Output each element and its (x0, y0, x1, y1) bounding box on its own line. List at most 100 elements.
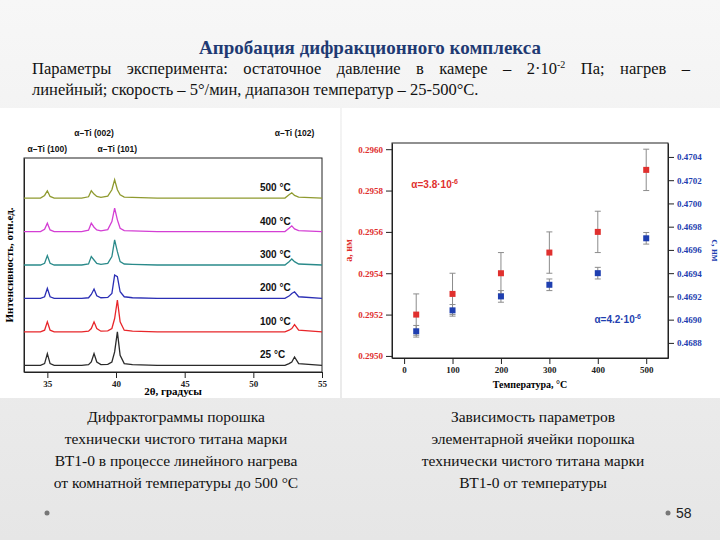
tick: 55 (318, 372, 328, 389)
tick: 0.2950 (358, 351, 392, 361)
tick: 0.4702 (668, 176, 702, 186)
error-bar-cap (595, 252, 601, 253)
data-point (595, 229, 601, 235)
tick-label: 0.4688 (677, 338, 702, 348)
tick-label: 0 (402, 365, 407, 375)
tick-mark (668, 343, 674, 344)
tick: 200 (495, 358, 509, 375)
tick-mark (386, 315, 392, 316)
tick: 0 (402, 358, 407, 375)
tick-label: 0.2958 (358, 186, 383, 196)
data-point (498, 293, 504, 299)
error-bar-cap (498, 302, 504, 303)
tick-label: 0.4690 (677, 315, 702, 325)
caption: элементарной ячейки порошка (431, 430, 634, 447)
annotation-text: α=4.2·10 (594, 314, 635, 325)
tick-label: 0.2956 (358, 227, 383, 237)
tick-mark (598, 358, 599, 364)
peak-label: α–Ti (102) (275, 128, 315, 138)
tick-mark (668, 320, 674, 321)
error-bar-cap (450, 316, 456, 317)
tick: 0.4700 (668, 199, 702, 209)
tick: 0.2954 (358, 269, 392, 279)
series-label: 200 °C (260, 282, 291, 293)
plot-frame (392, 143, 668, 358)
error-bar (498, 291, 504, 303)
peak-label: α–Ti (002) (74, 128, 114, 138)
tick: 100 (446, 358, 460, 375)
error-bar-cap (498, 252, 504, 253)
tick-label: 0.4698 (677, 222, 702, 232)
tick: 0.2952 (358, 310, 392, 320)
tick-mark (668, 273, 674, 274)
tick: 0.4694 (668, 269, 702, 279)
subtitle-line: линейный; скорость – 5°/мин, диапазон те… (32, 79, 690, 100)
tick-mark (668, 250, 674, 251)
tick: 0.2958 (358, 186, 392, 196)
error-bar-cap (498, 290, 504, 291)
error-bar-cap (413, 325, 419, 326)
data-point (413, 328, 419, 334)
tick-label: 0.4700 (677, 199, 702, 209)
series-label: 500 °C (260, 182, 291, 193)
tick-label: 200 (495, 365, 509, 375)
diffraction-line (24, 208, 322, 231)
diffraction-line (24, 332, 322, 365)
tick-label: 400 (592, 365, 606, 375)
error-bar (643, 232, 649, 244)
tick-mark (501, 358, 502, 364)
data-point (546, 250, 552, 256)
data-point (413, 312, 419, 318)
tick-mark (549, 358, 550, 364)
error-bar-cap (450, 273, 456, 274)
plot-frame (24, 158, 322, 372)
error-bar-cap (413, 293, 419, 294)
tick-label: 0.2954 (358, 269, 383, 279)
tick-mark (453, 358, 454, 364)
error-bar (498, 253, 504, 294)
tick-mark (386, 273, 392, 274)
tick-mark (185, 372, 186, 378)
error-bar-cap (546, 273, 552, 274)
y-axis: 0.2950 0.2952 0.2954 0.2956 0.2958 0.2960 (358, 144, 392, 362)
x-axis-line (393, 358, 669, 359)
tick: 0.4704 (668, 152, 702, 162)
tick-label: 0.4702 (677, 176, 702, 186)
error-bar-cap (643, 232, 649, 233)
caption: ВТ1-0 в процессе линейного нагрева (55, 452, 298, 469)
tick-label: 0.2960 (358, 145, 383, 155)
tick: 500 (640, 358, 654, 375)
tick: 400 (592, 358, 606, 375)
caption: Дифрактограммы порошка (87, 408, 265, 425)
tick-mark (668, 157, 674, 158)
error-bar (546, 279, 552, 291)
peak-label: α–Ti (101) (98, 144, 138, 154)
tick-label: 55 (318, 379, 328, 389)
tick-mark (253, 372, 254, 378)
tick: 50 (249, 372, 259, 389)
subtitle-text: линейный; скорость – 5°/мин, диапазон те… (32, 80, 478, 99)
tick: 0.2956 (358, 227, 392, 237)
error-bar-cap (595, 278, 601, 279)
error-bar-cap (595, 267, 601, 268)
subtitle-text: Па; нагрев – (565, 59, 690, 78)
caption: Зависимость параметров (451, 408, 615, 425)
error-bar-cap (595, 211, 601, 212)
diffraction-line (24, 300, 322, 332)
caption: ВТ1-0 от температуры (459, 474, 607, 491)
data-point (450, 307, 456, 313)
error-bar (450, 273, 456, 314)
tick: 35 (43, 372, 53, 389)
y2-axis-title: c, нм (710, 239, 720, 261)
decor-dot (666, 511, 671, 516)
error-bar-cap (643, 190, 649, 191)
superscript: -6 (635, 313, 641, 320)
series-label: 100 °C (260, 316, 291, 327)
subtitle: Параметры эксперимента: остаточное давле… (32, 58, 690, 100)
diffraction-line (24, 180, 322, 198)
tick-label: 40 (112, 379, 122, 389)
tick-label: 0.4696 (677, 245, 702, 255)
tick-mark (386, 232, 392, 233)
data-point (546, 282, 552, 288)
tick: 0.2960 (358, 145, 392, 155)
